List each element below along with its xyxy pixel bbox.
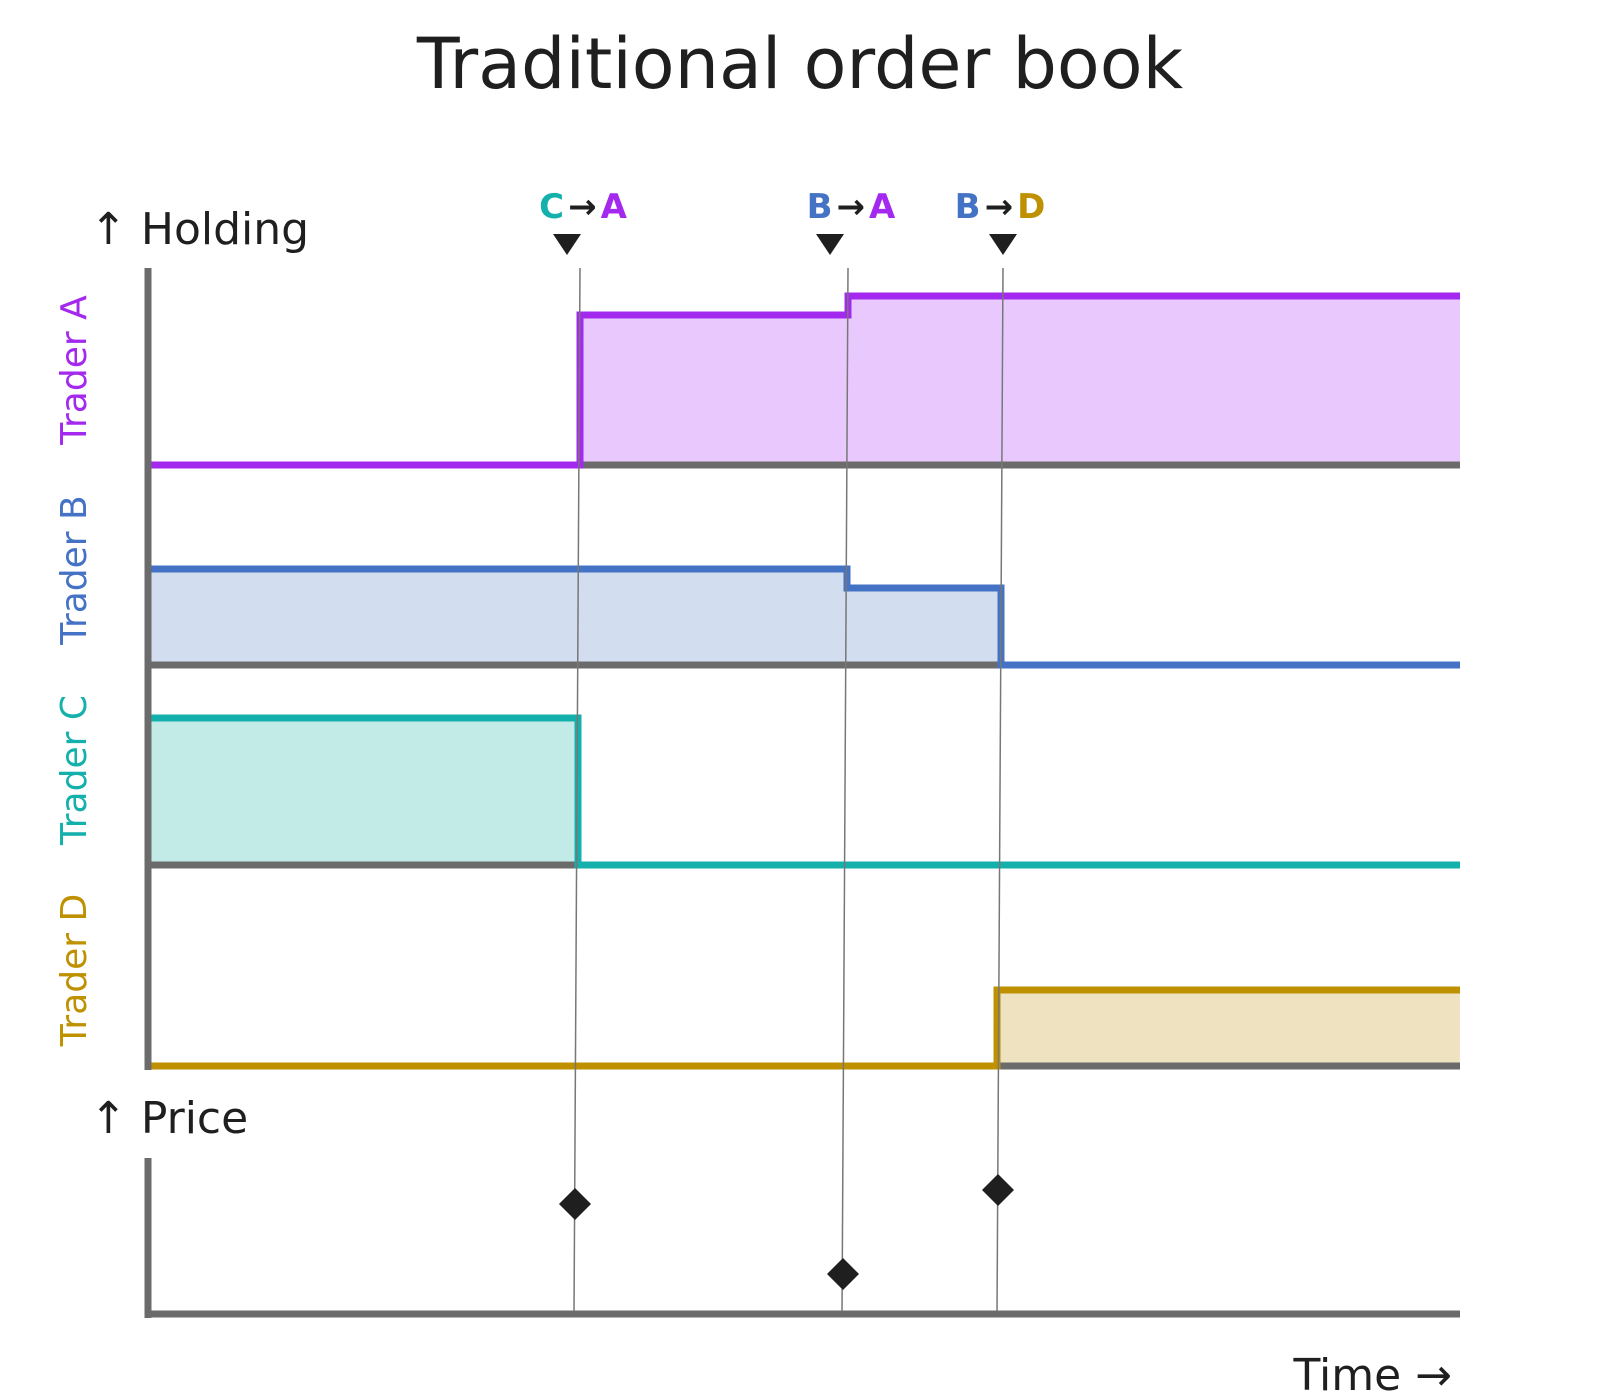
trade-arrow: →: [837, 187, 866, 227]
trader-b-holding-line: [150, 565, 1460, 669]
trader-c-holding-line: [150, 714, 1460, 869]
trade-to-label: A: [601, 187, 628, 227]
trade-marker-b-to-a-1: B → A: [807, 187, 896, 255]
trade-arrow: →: [985, 187, 1014, 227]
trader-c-label: Trader C: [54, 695, 95, 846]
trade-from-label: C: [539, 187, 564, 227]
trader-d-lane: [150, 986, 1460, 1070]
trade-time-line-1: [573, 267, 581, 1315]
trader-d-label: Trader D: [54, 894, 95, 1048]
svg-text:B→A: B → A: [807, 187, 896, 227]
trader-a-holding-area: [580, 296, 1460, 465]
price-axis-label: ↑ Price: [90, 1093, 248, 1144]
trader-a-lane: [150, 292, 1460, 469]
trader-b-holding-area: [150, 569, 1001, 665]
holding-axis-label: ↑ Holding: [90, 204, 309, 255]
trade-from-label: B: [807, 187, 833, 227]
trade-from-label: B: [955, 187, 981, 227]
trader-a-label: Trader A: [54, 295, 95, 446]
trade-arrow: →: [568, 187, 597, 227]
trade-time-line-3: [996, 267, 1004, 1315]
trader-d-holding-area: [997, 990, 1460, 1066]
trade-marker-c-to-a: C → A: [539, 187, 628, 255]
trade-time-line-2: [841, 267, 849, 1315]
trader-a-holding-line: [150, 292, 1460, 469]
diagram-title: Traditional order book: [416, 23, 1184, 105]
trade-to-label: D: [1017, 187, 1045, 227]
trader-c-holding-area: [150, 718, 578, 865]
trader-b-label: Trader B: [54, 495, 95, 646]
trade-marker-triangle-icon: [989, 234, 1017, 255]
price-point-diamond-icon: [559, 1188, 591, 1220]
time-axis-label: Time →: [1292, 1350, 1452, 1396]
trader-b-lane: [150, 565, 1460, 669]
trade-marker-b-to-d: B → D: [955, 187, 1046, 255]
svg-text:C→A: C → A: [539, 187, 627, 227]
svg-text:B→D: B → D: [955, 187, 1046, 227]
trader-c-lane: [150, 714, 1460, 869]
price-point-diamond-icon: [982, 1174, 1014, 1206]
trade-marker-triangle-icon: [816, 234, 844, 255]
price-point-diamond-icon: [827, 1258, 859, 1290]
trade-marker-triangle-icon: [553, 234, 581, 255]
trade-to-label: A: [869, 187, 896, 227]
trader-d-holding-line: [150, 986, 1460, 1070]
